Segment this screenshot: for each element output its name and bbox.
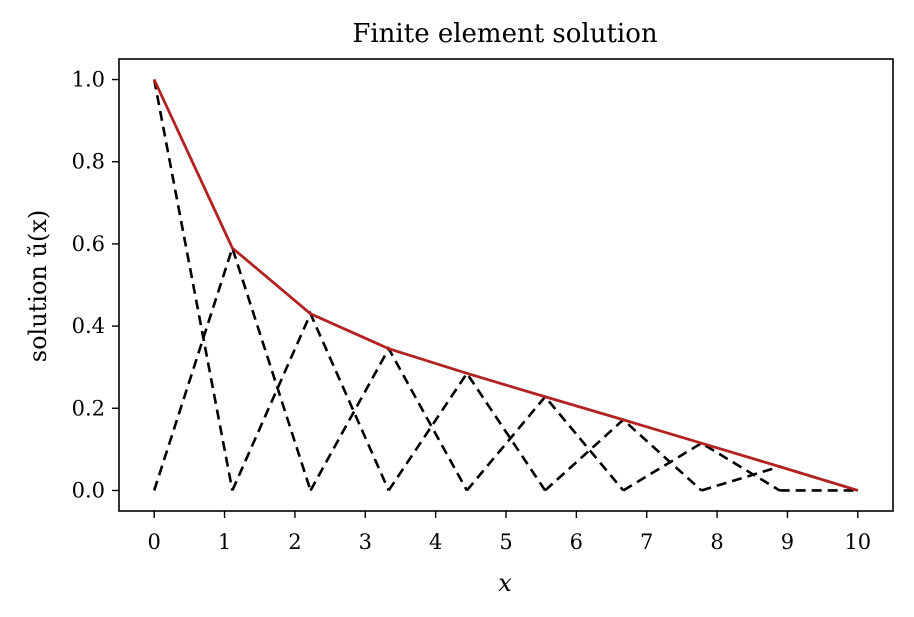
x-tick-label: 5 xyxy=(499,530,512,554)
y-tick-label: 1.0 xyxy=(72,68,105,92)
basis-function-3 xyxy=(309,345,469,492)
y-tick-label: 0.4 xyxy=(72,314,105,338)
x-tick-label: 7 xyxy=(640,530,653,554)
chart-title: Finite element solution xyxy=(352,19,658,49)
y-tick-label: 0.8 xyxy=(72,150,105,174)
x-tick-label: 2 xyxy=(288,530,301,554)
y-tick-label: 0.2 xyxy=(72,396,105,420)
basis-function-7 xyxy=(622,441,781,492)
basis-function-5 xyxy=(465,394,625,492)
y-axis-label: solution ũ(x) xyxy=(24,210,52,362)
y-tick-label: 0.6 xyxy=(72,232,105,256)
basis-function-1 xyxy=(152,243,312,491)
x-tick-label: 6 xyxy=(570,530,583,554)
solution-line xyxy=(152,78,859,492)
y-tick-label: 0.0 xyxy=(72,478,105,502)
y-axis: 0.0 0.2 0.4 0.6 0.8 1.0 xyxy=(72,68,119,502)
plot-area xyxy=(152,78,859,492)
basis-function-8 xyxy=(701,465,859,492)
x-tick-label: 8 xyxy=(710,530,723,554)
basis-function-0 xyxy=(152,79,234,491)
basis-function-2 xyxy=(231,310,390,491)
x-tick-label: 0 xyxy=(147,530,160,554)
x-axis-label: x xyxy=(498,569,512,597)
x-tick-label: 9 xyxy=(781,530,794,554)
axes-frame xyxy=(118,58,894,512)
x-tick-label: 3 xyxy=(359,530,372,554)
x-tick-label: 1 xyxy=(218,530,231,554)
x-tick-label: 4 xyxy=(429,530,442,554)
basis-function-6 xyxy=(544,418,703,492)
x-axis: 0 1 2 3 4 5 6 7 8 9 10 xyxy=(147,511,871,554)
x-tick-label: 10 xyxy=(844,530,871,554)
